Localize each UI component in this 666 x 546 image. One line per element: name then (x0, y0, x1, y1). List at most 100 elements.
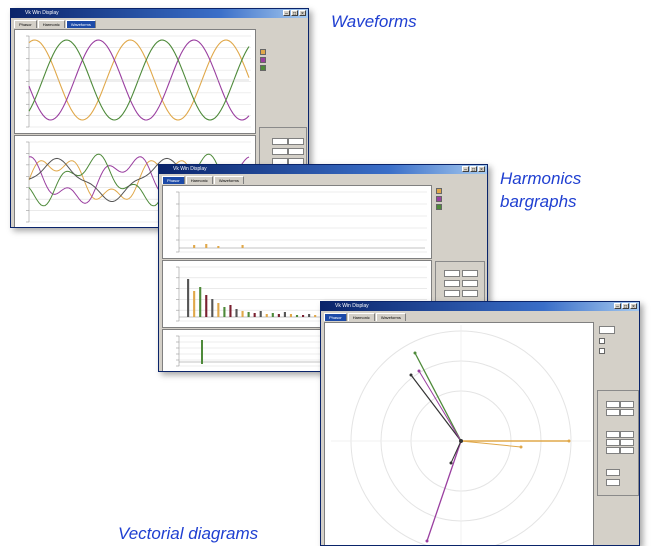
harmonic-bar (241, 245, 244, 248)
window-title: Vk Win Display (335, 303, 369, 309)
harmonic-bar (217, 303, 220, 317)
legend-phase3[interactable] (436, 204, 442, 210)
harmonic-bar (193, 291, 196, 317)
harmonic-bar (211, 299, 214, 317)
value-field (288, 138, 304, 145)
harmonic-bar (201, 340, 203, 364)
tab-waveforms[interactable]: Waveforms (213, 176, 244, 184)
phasor-vector (418, 370, 462, 442)
value-field (444, 280, 460, 287)
maximize-icon[interactable]: □ (291, 10, 298, 17)
harmonic-bar (247, 312, 250, 317)
tab-phasor[interactable]: Phasor (162, 176, 185, 184)
select-field[interactable] (599, 326, 615, 334)
voltage-harmonics-plot (162, 185, 432, 259)
harmonic-bar (308, 314, 311, 317)
close-icon[interactable]: × (478, 166, 485, 173)
vectorial-window: Vk Win Display – □ × Phasor Harmonic Wav… (320, 301, 640, 546)
harmonic-bar (295, 315, 299, 317)
close-icon[interactable]: × (630, 303, 637, 310)
legend-phase2[interactable] (436, 196, 442, 202)
checkbox-currents[interactable] (599, 348, 605, 354)
current-wave-line (28, 153, 250, 207)
harmonic-bar (241, 311, 244, 317)
value-field (620, 409, 634, 416)
phasor-vector (414, 352, 462, 442)
value-field (444, 270, 460, 277)
value-field (620, 447, 634, 454)
voltage-harmonics-svg (176, 191, 427, 253)
caption-bargraphs: bargraphs (500, 192, 577, 211)
phasor-diagram (324, 322, 594, 545)
harmonic-bar (302, 315, 305, 317)
voltage-wave-line (28, 39, 250, 121)
harmonic-bar (187, 279, 190, 317)
value-field (444, 290, 460, 297)
value-field (606, 469, 620, 476)
value-field (462, 290, 478, 297)
voltage-wave-line (28, 39, 250, 121)
title-bar[interactable]: Vk Win Display – □ × (321, 302, 639, 311)
phasor-tip (519, 445, 523, 449)
harmonic-bar (205, 295, 208, 317)
value-field (288, 148, 304, 155)
phasor-vector (410, 374, 462, 442)
minimize-icon[interactable]: – (614, 303, 621, 310)
harmonic-bar (277, 314, 280, 317)
tab-phasor[interactable]: Phasor (14, 20, 37, 28)
value-field (606, 479, 620, 486)
value-field (462, 270, 478, 277)
maximize-icon[interactable]: □ (622, 303, 629, 310)
minimize-icon[interactable]: – (462, 166, 469, 173)
value-field (620, 431, 634, 438)
harmonic-bar (229, 305, 232, 317)
value-field (620, 439, 634, 446)
harmonic-bar (259, 311, 262, 317)
value-field (272, 148, 288, 155)
caption-harmonics: Harmonics (500, 169, 582, 188)
title-bar[interactable]: Vk Win Display – □ × (159, 165, 487, 174)
voltage-waveform-svg (26, 35, 251, 128)
harmonic-bar (235, 309, 238, 317)
tab-waveforms[interactable]: Waveforms (65, 20, 96, 28)
legend-phase3[interactable] (260, 65, 266, 71)
phasor-tip (413, 351, 417, 355)
title-bar[interactable]: Vk Win Display – □ × (11, 9, 308, 18)
harmonic-bar (205, 244, 208, 248)
caption-vectorial: Vectorial diagrams (118, 524, 259, 543)
tab-harmonic[interactable]: Harmonic (185, 176, 213, 184)
harmonic-bar (217, 246, 220, 248)
window-title: Vk Win Display (173, 166, 207, 172)
harmonic-bar (283, 312, 286, 317)
phasor-vector (460, 440, 522, 448)
value-field (606, 409, 620, 416)
value-field (606, 447, 620, 454)
phasor-tip (417, 369, 421, 373)
phasor-vector (426, 440, 462, 542)
harmonic-bar (223, 307, 226, 317)
phasor-tip (409, 373, 413, 377)
legend-phase1[interactable] (260, 49, 266, 55)
legend-phase1[interactable] (436, 188, 442, 194)
harmonic-bar (314, 315, 317, 317)
minimize-icon[interactable]: – (283, 10, 290, 17)
legend-phase2[interactable] (260, 57, 266, 63)
checkbox-voltages[interactable] (599, 338, 605, 344)
maximize-icon[interactable]: □ (470, 166, 477, 173)
tab-harmonic[interactable]: Harmonic (347, 313, 375, 321)
harmonic-bar (253, 313, 256, 317)
harmonic-bar (199, 287, 202, 317)
value-field (606, 401, 620, 408)
tab-harmonic[interactable]: Harmonic (37, 20, 65, 28)
phasor-vector (450, 440, 462, 464)
harmonic-bar (271, 313, 274, 317)
phasor-diagram-svg (331, 325, 591, 545)
tab-waveforms[interactable]: Waveforms (375, 313, 406, 321)
value-field (462, 280, 478, 287)
phasor-tip (425, 539, 429, 543)
tab-phasor[interactable]: Phasor (324, 313, 347, 321)
phasor-tip (567, 439, 571, 443)
phasor-tip (449, 461, 453, 465)
close-icon[interactable]: × (299, 10, 306, 17)
harmonic-bar (289, 314, 293, 317)
